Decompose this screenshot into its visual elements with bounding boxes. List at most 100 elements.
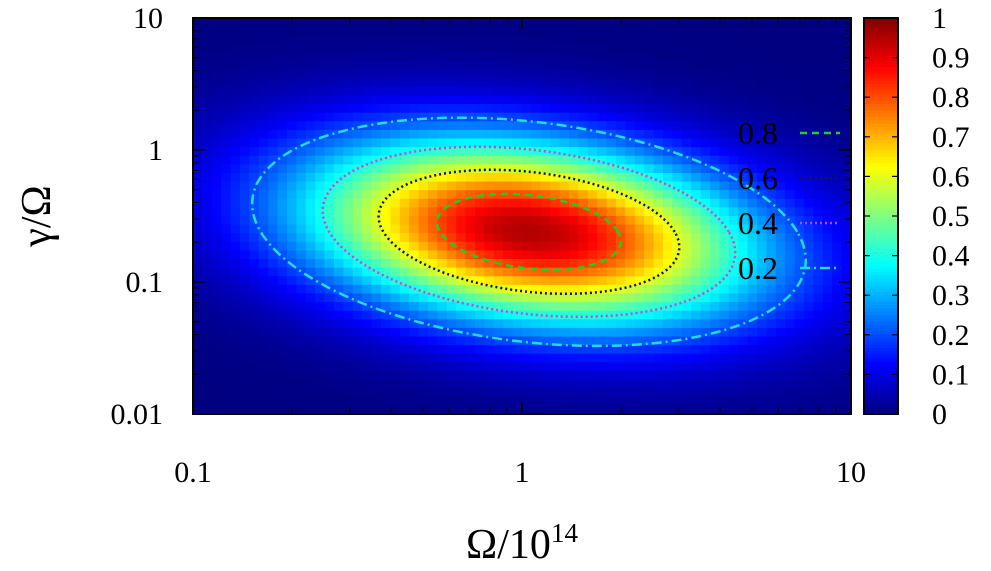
colorbar-segment	[864, 169, 898, 174]
heatmap-cell	[625, 396, 636, 406]
heatmap-cell	[672, 112, 683, 122]
heatmap-cell	[428, 396, 438, 406]
heatmap-cell	[512, 164, 523, 174]
heatmap-cell	[371, 388, 382, 398]
heatmap-cell	[352, 198, 363, 208]
heatmap-cell	[766, 61, 777, 71]
heatmap-cell	[540, 370, 551, 381]
heatmap-cell	[728, 69, 739, 79]
colorbar-segment	[864, 60, 898, 65]
heatmap-cell	[813, 190, 824, 200]
heatmap-cell	[343, 396, 354, 406]
heatmap-cell	[672, 43, 683, 54]
heatmap-cell	[268, 345, 279, 355]
heatmap-cell	[644, 69, 655, 79]
heatmap-cell	[785, 112, 796, 122]
heatmap-cell	[822, 121, 833, 131]
heatmap-cell	[268, 129, 279, 140]
heatmap-cell	[719, 61, 730, 71]
colorbar-segment	[864, 252, 898, 257]
heatmap-cell	[456, 172, 467, 183]
heatmap-cell	[531, 26, 542, 36]
heatmap-cell	[531, 164, 542, 174]
heatmap-cell	[653, 181, 664, 191]
heatmap-cell	[738, 353, 749, 363]
heatmap-cell	[221, 147, 232, 157]
heatmap-cell	[606, 370, 617, 381]
heatmap-cell	[512, 224, 523, 234]
heatmap-cell	[757, 190, 767, 200]
heatmap-cell	[757, 138, 767, 148]
heatmap-cell	[211, 379, 222, 389]
legend-label-0.6: 0.6	[738, 160, 778, 196]
heatmap-cell	[399, 250, 410, 260]
heatmap-cell	[625, 52, 636, 62]
heatmap-cell	[728, 190, 739, 200]
heatmap-cell	[305, 121, 316, 131]
heatmap-cell	[240, 129, 250, 140]
colorbar-segment	[864, 351, 898, 356]
heatmap-cell	[597, 86, 608, 97]
heatmap-cell	[465, 112, 476, 122]
heatmap-cell	[691, 267, 702, 277]
heatmap-cell	[296, 61, 307, 71]
heatmap-cell	[249, 370, 260, 381]
contour-line-0.8	[435, 192, 623, 271]
heatmap-cell	[493, 112, 504, 122]
heatmap-cell	[775, 353, 786, 363]
heatmap-cell	[569, 259, 579, 269]
heatmap-cell	[522, 26, 532, 36]
heatmap-cell	[493, 319, 504, 329]
colorbar-segment	[864, 202, 898, 207]
heatmap-cell	[644, 172, 655, 183]
heatmap-cell	[249, 293, 260, 303]
heatmap-cell	[277, 69, 288, 79]
heatmap-cell	[296, 379, 307, 389]
colorbar-segment	[864, 311, 898, 316]
heatmap-cell	[277, 112, 288, 122]
heatmap-cell	[211, 353, 222, 363]
heatmap-cell	[606, 336, 617, 346]
heatmap-cell	[578, 69, 589, 79]
heatmap-cell	[700, 26, 711, 36]
heatmap-cell	[399, 129, 410, 140]
heatmap-cell	[371, 396, 382, 406]
heatmap-cell	[268, 259, 279, 269]
heatmap-cell	[841, 52, 852, 62]
heatmap-cell	[334, 155, 344, 165]
heatmap-cell	[719, 310, 730, 320]
heatmap-cell	[832, 302, 843, 312]
heatmap-cell	[324, 379, 335, 389]
heatmap-cell	[813, 52, 824, 62]
heatmap-cell	[719, 319, 730, 329]
heatmap-cell	[719, 276, 730, 286]
colorbar-segment	[864, 367, 898, 372]
heatmap-cell	[606, 379, 617, 389]
heatmap-cell	[268, 388, 279, 398]
heatmap-cell	[775, 52, 786, 62]
heatmap-cell	[766, 310, 777, 320]
colorbar-segment	[864, 41, 898, 45]
heatmap-cell	[437, 190, 448, 200]
heatmap-cell	[813, 362, 824, 372]
heatmap-cell	[616, 35, 626, 45]
heatmap-cell	[653, 370, 664, 381]
heatmap-cell	[484, 43, 495, 54]
heatmap-cell	[672, 379, 683, 389]
heatmap-cell	[221, 138, 232, 148]
heatmap-cell	[766, 319, 777, 329]
heatmap-cell	[738, 43, 749, 54]
heatmap-cell	[766, 43, 777, 54]
heatmap-cell	[418, 86, 429, 97]
heatmap-cell	[832, 138, 843, 148]
heatmap-cell	[710, 224, 720, 234]
heatmap-cell	[672, 405, 683, 415]
heatmap-cell	[343, 207, 354, 217]
heatmap-cell	[625, 319, 636, 329]
heatmap-cell	[268, 302, 279, 312]
heatmap-cell	[268, 362, 279, 372]
heatmap-cell	[832, 241, 843, 252]
heatmap-cell	[418, 18, 429, 28]
heatmap-cell	[587, 327, 598, 338]
heatmap-cell	[362, 216, 373, 226]
